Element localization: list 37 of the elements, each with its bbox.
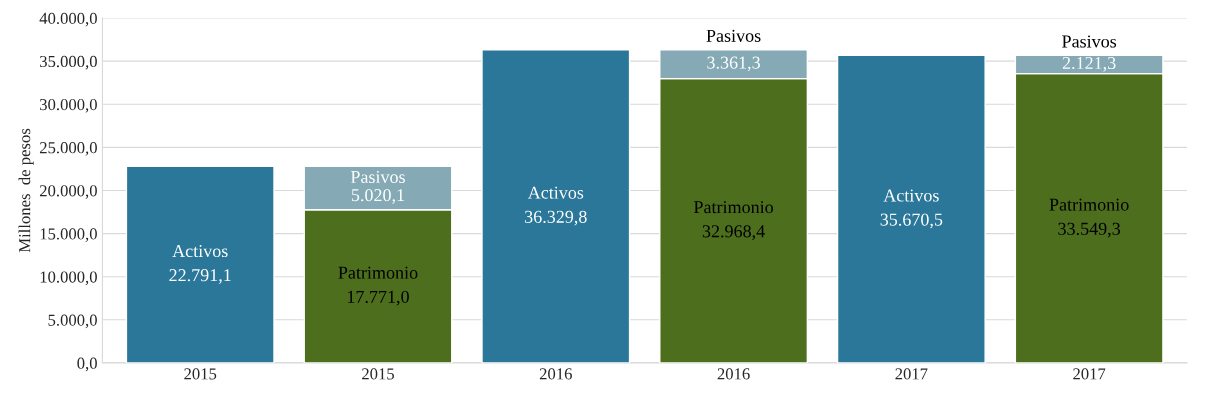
y-tick-label: 5.000,0 <box>48 314 97 329</box>
x-tick-label: 2016 <box>717 368 750 380</box>
x-tick-label: 2017 <box>1073 368 1106 380</box>
x-tick-label: 2017 <box>895 368 928 380</box>
x-tick-label: 2015 <box>184 368 217 380</box>
series-label: Pasivos <box>350 170 405 184</box>
text: Activos <box>527 186 584 199</box>
y-tick-label: 25.000,0 <box>39 142 97 156</box>
y-tick-label: 15.000,0 <box>40 228 97 242</box>
y-tick-label: 10.000,0 <box>40 271 97 286</box>
bar <box>481 48 631 363</box>
text: Pasivos <box>706 29 761 42</box>
text: Activos <box>883 189 939 202</box>
text: Pasivos <box>1062 35 1117 48</box>
data-label: 33.549,3 <box>1058 222 1121 238</box>
data-label: 32.968,4 <box>702 225 765 240</box>
y-axis-title: Millones de pesos <box>18 128 34 253</box>
data-label: 36.329,8 <box>525 210 587 226</box>
text: Patrimonio <box>338 266 418 279</box>
bar <box>125 165 275 363</box>
data-label: 22.791,1 <box>169 269 231 284</box>
data-label: 3.361,3 <box>707 56 760 72</box>
y-tick-label: 30.000,0 <box>40 98 97 113</box>
x-tick-label: 2016 <box>539 368 572 380</box>
series-label: Patrimonio <box>1049 198 1129 211</box>
data-label: 35.670,5 <box>880 213 943 229</box>
bar <box>836 54 986 363</box>
y-tick-label: 20.000,0 <box>39 185 97 199</box>
data-label: 5.020,1 <box>351 189 404 204</box>
series-label: Activos <box>172 244 228 258</box>
x-tick-label: 2015 <box>362 368 395 380</box>
y-tick-label: 40.000,0 <box>39 12 97 27</box>
data-label: 17.771,0 <box>347 290 409 306</box>
data-label: 2.121,3 <box>1062 56 1116 72</box>
y-tick-label: 0,0 <box>77 357 97 372</box>
text: Patrimonio <box>693 201 773 214</box>
y-tick-label: 35.000,0 <box>40 55 97 70</box>
